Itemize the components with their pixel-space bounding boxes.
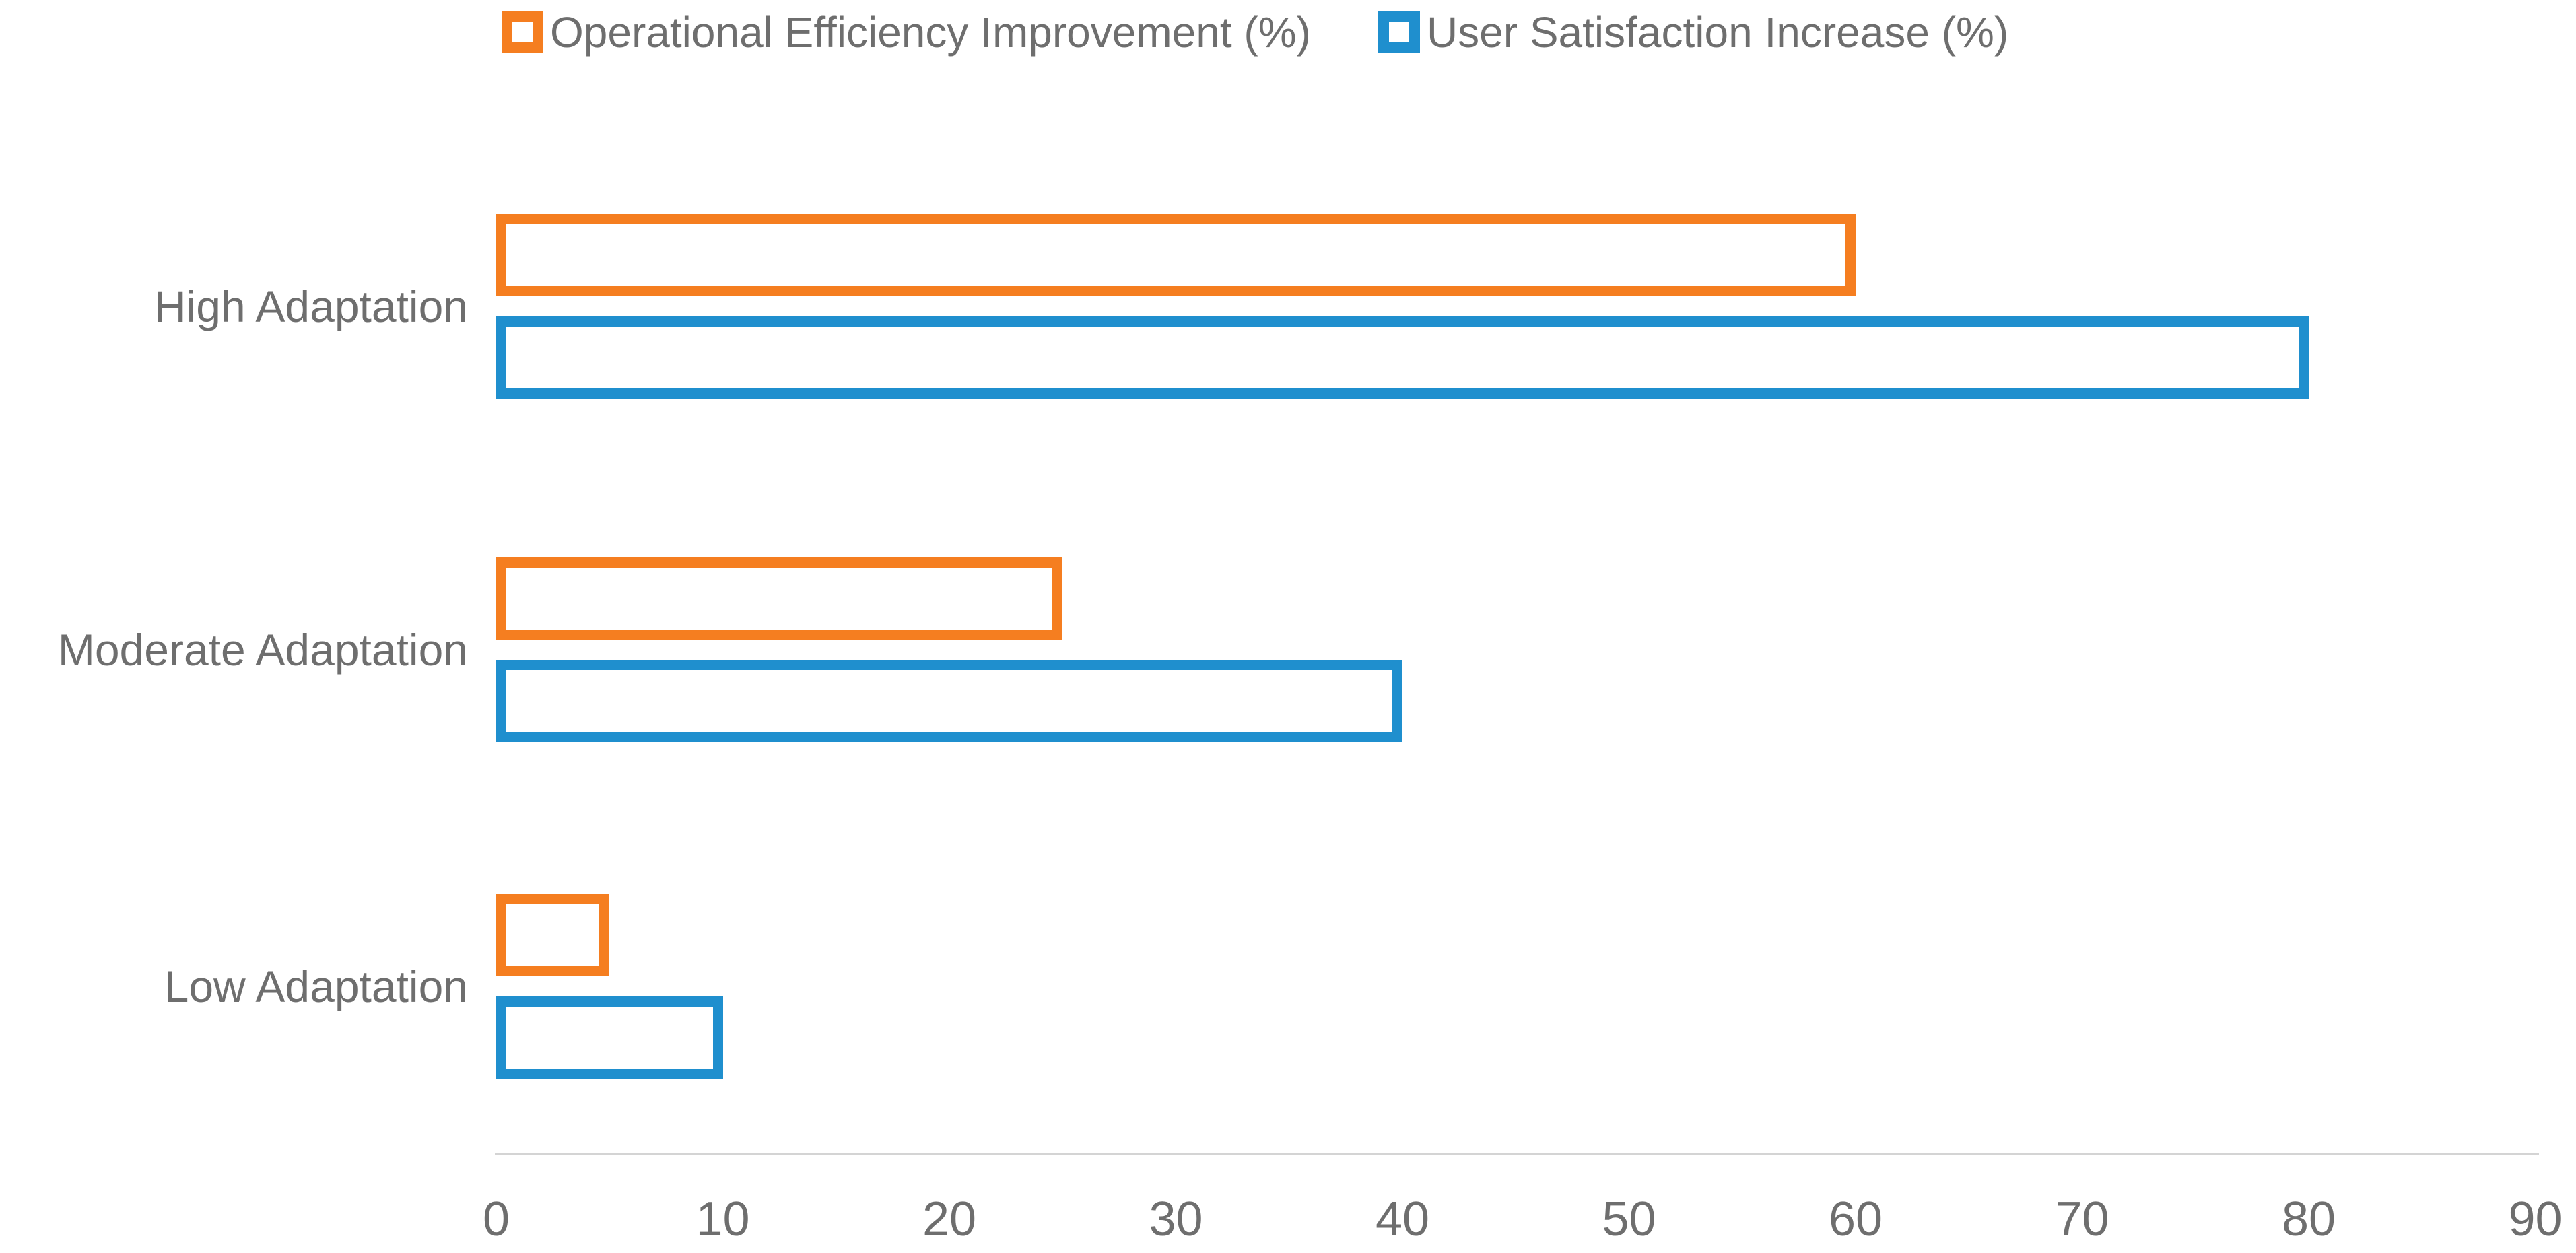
legend: Operational Efficiency Improvement (%) Us… (502, 9, 2008, 55)
legend-label: User Satisfaction Increase (%) (1426, 8, 2009, 57)
bar-user-satisfaction-increase-moderate-adaptation (496, 660, 1402, 742)
x-tick-label-70: 70 (2055, 1192, 2109, 1246)
x-tick-label-30: 30 (1149, 1192, 1203, 1246)
bar-operational-efficiency-improvement-low-adaptation (496, 894, 609, 976)
bar-user-satisfaction-increase-high-adaptation (496, 316, 2309, 399)
legend-swatch-icon (502, 11, 543, 53)
category-label-moderate-adaptation: Moderate Adaptation (57, 625, 468, 675)
category-label-low-adaptation: Low Adaptation (164, 961, 468, 1011)
legend-item-user-satisfaction-increase: User Satisfaction Increase (%) (1378, 9, 2008, 55)
category-label-high-adaptation: High Adaptation (154, 281, 468, 331)
x-tick-label-10: 10 (696, 1192, 750, 1246)
x-tick-label-50: 50 (1602, 1192, 1656, 1246)
x-tick-label-90: 90 (2508, 1192, 2563, 1246)
x-tick-label-60: 60 (1828, 1192, 1883, 1246)
x-tick-label-20: 20 (922, 1192, 977, 1246)
bar-operational-efficiency-improvement-moderate-adaptation (496, 557, 1062, 640)
bar-operational-efficiency-improvement-high-adaptation (496, 214, 1856, 296)
legend-label: Operational Efficiency Improvement (%) (550, 8, 1311, 57)
x-axis-line (495, 1153, 2539, 1155)
x-tick-label-80: 80 (2281, 1192, 2336, 1246)
bar-user-satisfaction-increase-low-adaptation (496, 996, 723, 1079)
legend-swatch-icon (1378, 11, 1420, 53)
x-tick-label-40: 40 (1375, 1192, 1430, 1246)
x-tick-label-0: 0 (482, 1192, 510, 1246)
legend-item-operational-efficiency-improvement: Operational Efficiency Improvement (%) (502, 9, 1311, 55)
